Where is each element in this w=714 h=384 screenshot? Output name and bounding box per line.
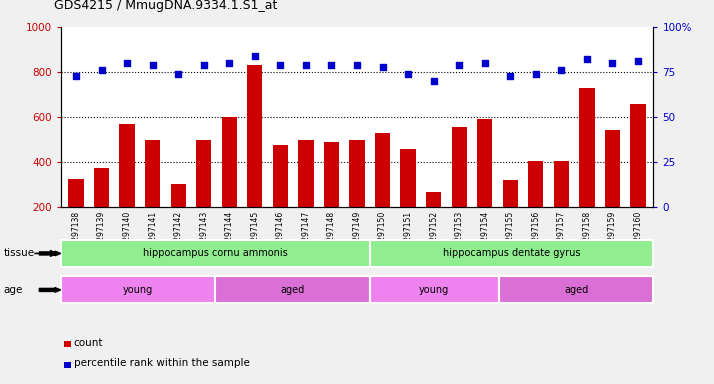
Text: GSM297141: GSM297141 (148, 210, 157, 257)
Text: hippocampus cornu ammonis: hippocampus cornu ammonis (143, 248, 288, 258)
Text: GSM297142: GSM297142 (174, 210, 183, 257)
Point (121, 60, 133, 66)
Bar (221, 117, 237, 207)
Text: GSM297154: GSM297154 (481, 210, 489, 257)
Point (581, 56, 593, 63)
Text: GSM297160: GSM297160 (633, 210, 643, 257)
Text: GSM297138: GSM297138 (71, 210, 81, 257)
Text: GSM297157: GSM297157 (557, 210, 566, 257)
Point (198, 62, 209, 68)
Bar (61, 276, 216, 303)
Point (530, 71, 541, 77)
Text: aged: aged (564, 285, 588, 295)
Point (633, 58, 644, 64)
Text: GDS4215 / MmugDNA.9334.1.S1_at: GDS4215 / MmugDNA.9334.1.S1_at (54, 0, 277, 12)
Bar (69, 179, 84, 207)
Bar (323, 142, 339, 207)
Bar (94, 168, 109, 207)
Text: young: young (419, 285, 449, 295)
Point (428, 78, 439, 84)
Bar (451, 127, 467, 207)
Point (351, 62, 363, 68)
Point (453, 62, 465, 68)
Point (147, 62, 159, 68)
Text: count: count (74, 338, 103, 348)
Bar (503, 180, 518, 207)
Bar (349, 140, 365, 207)
Bar (145, 140, 161, 207)
Point (505, 73, 516, 79)
Point (326, 62, 337, 68)
Bar (119, 124, 135, 207)
Text: young: young (123, 285, 153, 295)
Text: tissue: tissue (4, 248, 35, 258)
Text: GSM297145: GSM297145 (251, 210, 259, 257)
Point (479, 60, 491, 66)
Point (70, 73, 81, 79)
Text: GSM297159: GSM297159 (608, 210, 617, 257)
Text: GSM297152: GSM297152 (429, 210, 438, 257)
Bar (528, 161, 543, 207)
Point (275, 62, 286, 68)
Text: GSM297149: GSM297149 (353, 210, 361, 257)
Bar (61, 240, 370, 267)
Text: aged: aged (281, 285, 305, 295)
Bar (273, 145, 288, 207)
Text: GSM297151: GSM297151 (403, 210, 413, 257)
Bar (370, 240, 653, 267)
Bar (498, 276, 653, 303)
Point (300, 62, 311, 68)
Bar (426, 192, 441, 207)
Text: percentile rank within the sample: percentile rank within the sample (74, 358, 249, 368)
Point (555, 67, 567, 73)
Text: GSM297147: GSM297147 (301, 210, 311, 257)
Text: GSM297146: GSM297146 (276, 210, 285, 257)
Bar (630, 104, 645, 207)
Point (249, 53, 261, 59)
Point (403, 71, 414, 77)
Text: GSM297156: GSM297156 (531, 210, 540, 257)
Bar (370, 276, 498, 303)
Text: GSM297144: GSM297144 (225, 210, 233, 257)
Bar (247, 65, 263, 207)
Text: hippocampus dentate gyrus: hippocampus dentate gyrus (443, 248, 580, 258)
Text: GSM297139: GSM297139 (97, 210, 106, 257)
Point (607, 60, 618, 66)
Text: GSM297155: GSM297155 (506, 210, 515, 257)
Point (377, 63, 388, 70)
Bar (579, 88, 595, 207)
Text: GSM297150: GSM297150 (378, 210, 387, 257)
Bar (298, 140, 313, 207)
Text: GSM297140: GSM297140 (123, 210, 131, 257)
Point (173, 71, 184, 77)
Point (223, 60, 235, 66)
Bar (477, 119, 493, 207)
Text: GSM297158: GSM297158 (583, 210, 591, 257)
Point (96, 67, 107, 73)
Bar (553, 161, 569, 207)
Bar (375, 133, 391, 207)
Bar (196, 140, 211, 207)
Text: GSM297143: GSM297143 (199, 210, 208, 257)
Bar (171, 184, 186, 207)
Bar (401, 149, 416, 207)
Bar (605, 129, 620, 207)
Text: GSM297148: GSM297148 (327, 210, 336, 257)
Text: age: age (4, 285, 23, 295)
Text: GSM297153: GSM297153 (455, 210, 463, 257)
Bar (216, 276, 370, 303)
